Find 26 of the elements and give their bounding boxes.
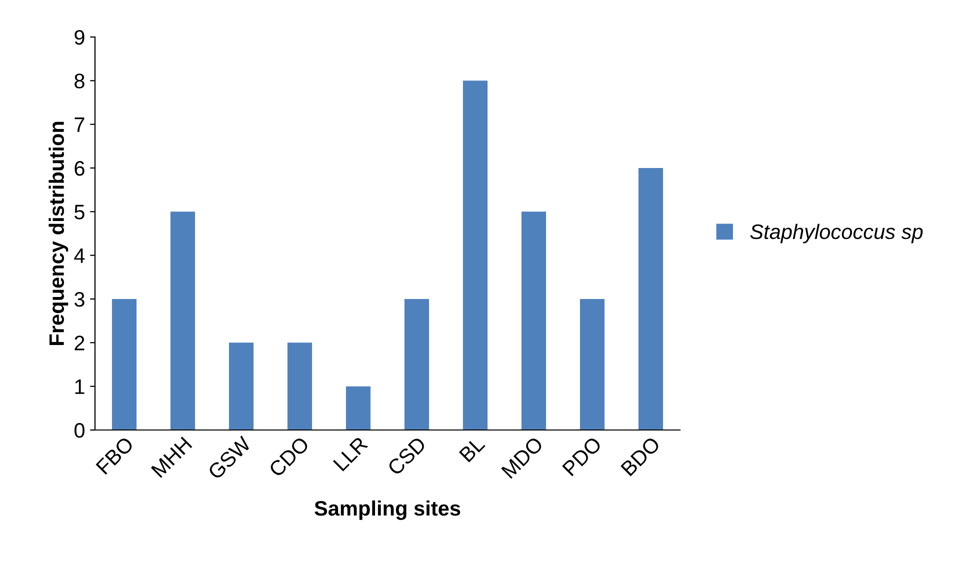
y-tick-label: 3	[74, 292, 84, 307]
x-tick-label: CSD	[386, 436, 427, 476]
x-tick-label: BL	[458, 436, 486, 462]
bar	[228, 342, 254, 430]
x-tick-label: LLR	[332, 436, 368, 472]
y-axis-title: Frequency distribution	[48, 122, 68, 345]
y-tick-label: 6	[74, 161, 84, 176]
bar	[638, 168, 664, 430]
bar	[287, 342, 312, 430]
y-tick-label: 8	[74, 74, 84, 88]
bar	[170, 212, 196, 430]
legend-label: Staphylococcus sp	[750, 224, 923, 244]
bar	[521, 212, 546, 430]
y-tick-label: 5	[74, 204, 84, 220]
y-tick-label: 1	[75, 380, 84, 394]
bar	[580, 299, 605, 430]
y-tick-label: 4	[74, 248, 85, 263]
bar	[462, 80, 488, 430]
y-tick-label: 0	[74, 423, 84, 438]
bar	[404, 299, 430, 430]
bar	[346, 386, 371, 430]
x-axis-title: Sampling sites	[314, 500, 460, 520]
y-tick-label: 9	[74, 30, 84, 45]
bar	[112, 299, 137, 430]
y-tick-label: 7	[74, 118, 84, 132]
y-tick-label: 2	[74, 336, 84, 350]
